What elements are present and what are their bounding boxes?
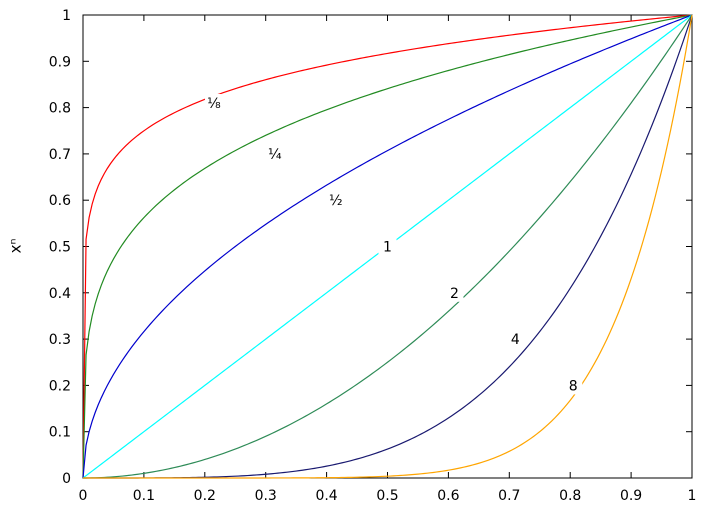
y-tick-label: 0.5 — [49, 240, 71, 256]
series-label-5: 4 — [511, 332, 520, 348]
x-tick-label: 0.5 — [376, 488, 398, 504]
y-tick-label: 0 — [62, 471, 71, 487]
x-tick-labels: 0 0.1 0.2 0.3 0.4 0.5 0.6 0.7 0.8 0.9 1 — [79, 488, 697, 504]
series-label-1: ¼ — [268, 147, 282, 163]
y-tick-label: 0.1 — [49, 425, 71, 441]
series-line-2 — [82, 14, 693, 479]
x-tick-label: 0 — [79, 488, 88, 504]
series-label-bg — [326, 191, 345, 210]
y-axis-label: xⁿ — [7, 239, 25, 254]
y-tick-label: 0.8 — [49, 101, 71, 117]
series-label-bg — [265, 144, 284, 163]
series-label-bg — [564, 376, 583, 395]
series-label-bg — [445, 283, 464, 302]
y-tick-label: 0.7 — [49, 147, 71, 163]
x-tick-label: 0.8 — [559, 488, 581, 504]
x-tick-label: 0.3 — [255, 488, 277, 504]
x-tick-label: 1 — [688, 488, 697, 504]
series-label-0: ⅛ — [207, 96, 221, 112]
series-label-6: 8 — [569, 378, 578, 394]
x-tick-label: 0.9 — [620, 488, 642, 504]
x-tick-label: 0.4 — [315, 488, 337, 504]
series-label-bg — [506, 330, 525, 349]
series-label-4: 2 — [450, 286, 459, 302]
series-label-bg — [378, 237, 397, 256]
x-tick-label: 0.7 — [498, 488, 520, 504]
x-tick-label: 0.1 — [133, 488, 155, 504]
x-tick-label: 0.2 — [194, 488, 216, 504]
y-tick-label: 0.6 — [49, 193, 71, 209]
y-tick-label: 0.3 — [49, 332, 71, 348]
x-tick-label: 0.6 — [437, 488, 459, 504]
y-tick-label: 0.9 — [49, 54, 71, 70]
series-label-3: 1 — [383, 240, 392, 256]
series-line-6 — [83, 14, 693, 479]
series-label-bg — [204, 93, 223, 112]
series-lines — [82, 14, 693, 479]
series-line-4 — [82, 14, 693, 479]
series-labels: ⅛ ¼ ½ 1 2 4 8 — [204, 93, 583, 395]
series-line-1 — [82, 14, 693, 479]
y-tick-labels: 0 0.1 0.2 0.3 0.4 0.5 0.6 0.7 0.8 0.9 1 — [49, 8, 71, 487]
y-tick-label: 1 — [62, 8, 71, 24]
y-tick-label: 0.2 — [49, 378, 71, 394]
series-label-2: ½ — [329, 193, 343, 209]
series-line-0 — [82, 14, 693, 479]
y-tick-label: 0.4 — [49, 286, 71, 302]
